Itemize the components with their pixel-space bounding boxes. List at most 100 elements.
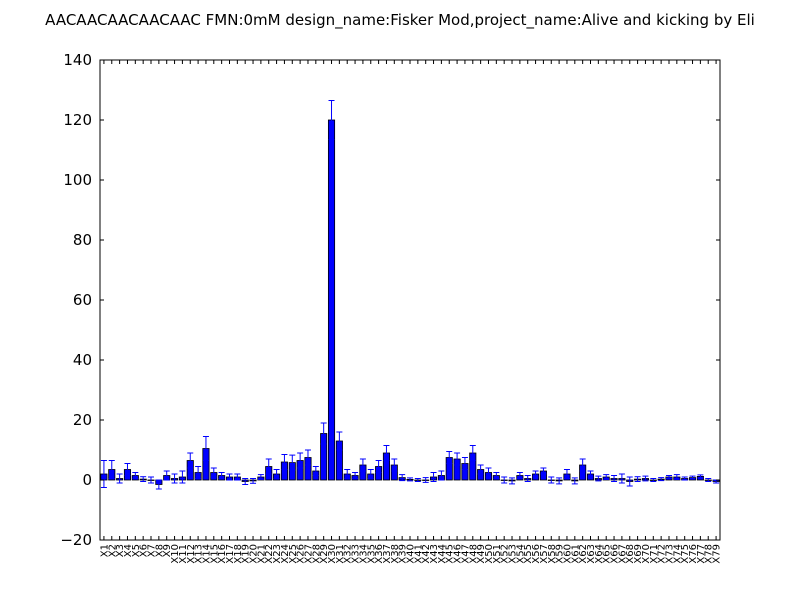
x-tick-label-X9: X9 [162, 544, 173, 557]
x-tick-label-X26: X26 [296, 544, 307, 564]
x-tick-label-X76: X76 [688, 544, 699, 564]
error-bar-X12 [187, 452, 194, 469]
x-tick-label-X23: X23 [272, 544, 283, 564]
error-bar-X4 [124, 463, 131, 476]
error-bar-X28 [312, 466, 319, 476]
x-tick-label-X74: X74 [672, 544, 683, 564]
error-bar-X51 [493, 472, 500, 479]
x-tick-label-X50: X50 [484, 544, 495, 564]
error-bar-X74 [673, 474, 680, 480]
error-bar-X13 [195, 466, 202, 479]
x-tick-label-X77: X77 [696, 544, 707, 564]
error-bar-X33 [352, 472, 359, 479]
error-bar-X53 [509, 477, 516, 485]
x-tick-label-X46: X46 [453, 544, 464, 564]
error-bar-X48 [469, 445, 476, 461]
error-bar-X77 [697, 474, 704, 479]
error-bar-X50 [485, 467, 492, 478]
error-bar-X18 [234, 473, 241, 481]
error-bar-X40 [407, 477, 413, 482]
error-bar-X29 [320, 422, 327, 445]
x-tick-label-X33: X33 [351, 544, 362, 564]
x-tick-label-X67: X67 [617, 544, 628, 564]
x-tick-label-X68: X68 [625, 544, 636, 564]
x-tick-label-X49: X49 [476, 544, 487, 564]
x-tick-label-X3: X3 [115, 544, 126, 557]
x-tick-label-X44: X44 [437, 544, 448, 564]
x-tick-label-X11: X11 [178, 544, 189, 564]
error-bar-X25 [289, 454, 296, 471]
x-tick-label-X58: X58 [547, 544, 558, 564]
y-tick-label: −20 [60, 531, 92, 549]
error-bar-X8 [155, 479, 162, 490]
error-bar-X35 [367, 469, 374, 479]
x-tick-label-X62: X62 [578, 544, 589, 564]
error-bar-X24 [281, 454, 288, 470]
x-tick-label-X28: X28 [311, 544, 322, 564]
error-bar-X5 [132, 472, 139, 479]
error-bar-X15 [210, 467, 217, 478]
y-tick-label: 40 [73, 351, 92, 369]
x-tick-label-X35: X35 [366, 544, 377, 564]
x-tick-label-X75: X75 [680, 544, 691, 564]
x-tick-label-X30: X30 [327, 544, 338, 564]
x-tick-label-X25: X25 [288, 544, 299, 564]
x-tick-label-X7: X7 [147, 544, 158, 557]
x-tick-label-X1: X1 [99, 544, 110, 557]
x-tick-label-X43: X43 [429, 544, 440, 564]
error-bar-X26 [297, 452, 304, 469]
error-bar-X69 [634, 476, 641, 482]
x-tick-label-X31: X31 [335, 544, 346, 564]
x-tick-label-X48: X48 [468, 544, 479, 564]
error-bar-X59 [556, 477, 563, 485]
x-tick-label-X36: X36 [374, 544, 385, 564]
x-tick-label-X34: X34 [358, 544, 369, 564]
x-tick-label-X55: X55 [523, 544, 534, 564]
x-tick-label-X60: X60 [562, 544, 573, 564]
error-bar-X73 [665, 475, 672, 479]
x-tick-label-X54: X54 [515, 544, 526, 564]
x-tick-label-X57: X57 [539, 544, 550, 564]
x-tick-label-X4: X4 [123, 544, 134, 557]
error-bar-X66 [611, 475, 618, 482]
error-bar-X30 [328, 100, 335, 140]
error-bar-X22 [265, 458, 272, 475]
x-tick-label-X71: X71 [649, 544, 660, 564]
error-bar-X68 [626, 476, 633, 487]
error-bar-X37 [383, 445, 390, 461]
x-tick-label-X39: X39 [398, 544, 409, 564]
error-bar-X11 [179, 470, 186, 484]
plot-area: −20020406080100120140X1X2X3X4X5X6X7X8X9X… [60, 51, 722, 564]
x-tick-label-X16: X16 [217, 544, 228, 564]
error-bar-X17 [226, 473, 233, 481]
error-bar-X71 [650, 478, 657, 482]
error-bar-X60 [563, 469, 570, 479]
error-bar-X27 [304, 449, 311, 466]
error-bar-X61 [571, 477, 578, 485]
error-bar-X42 [422, 477, 429, 483]
x-tick-label-X69: X69 [633, 544, 644, 564]
error-bar-X52 [501, 476, 508, 484]
x-tick-label-X6: X6 [139, 544, 150, 557]
error-bar-X38 [391, 458, 398, 472]
error-bar-X7 [148, 476, 155, 484]
x-tick-label-X56: X56 [531, 544, 542, 564]
x-tick-label-X19: X19 [241, 544, 252, 564]
error-bar-X70 [642, 475, 649, 482]
x-tick-label-X22: X22 [264, 544, 275, 564]
error-bar-X31 [336, 431, 343, 451]
error-bar-X21 [257, 474, 264, 480]
error-bar-X45 [446, 451, 453, 464]
x-tick-label-X45: X45 [445, 544, 456, 564]
x-tick-label-X29: X29 [319, 544, 330, 564]
error-bar-X65 [603, 474, 610, 480]
error-bar-X3 [116, 473, 123, 484]
x-tick-label-X38: X38 [390, 544, 401, 564]
x-tick-label-X14: X14 [201, 544, 212, 564]
bar-X30 [327, 119, 336, 481]
y-tick-label: 20 [73, 411, 92, 429]
error-bar-X55 [524, 475, 531, 482]
x-tick-label-X70: X70 [641, 544, 652, 564]
error-bar-X76 [689, 475, 696, 480]
